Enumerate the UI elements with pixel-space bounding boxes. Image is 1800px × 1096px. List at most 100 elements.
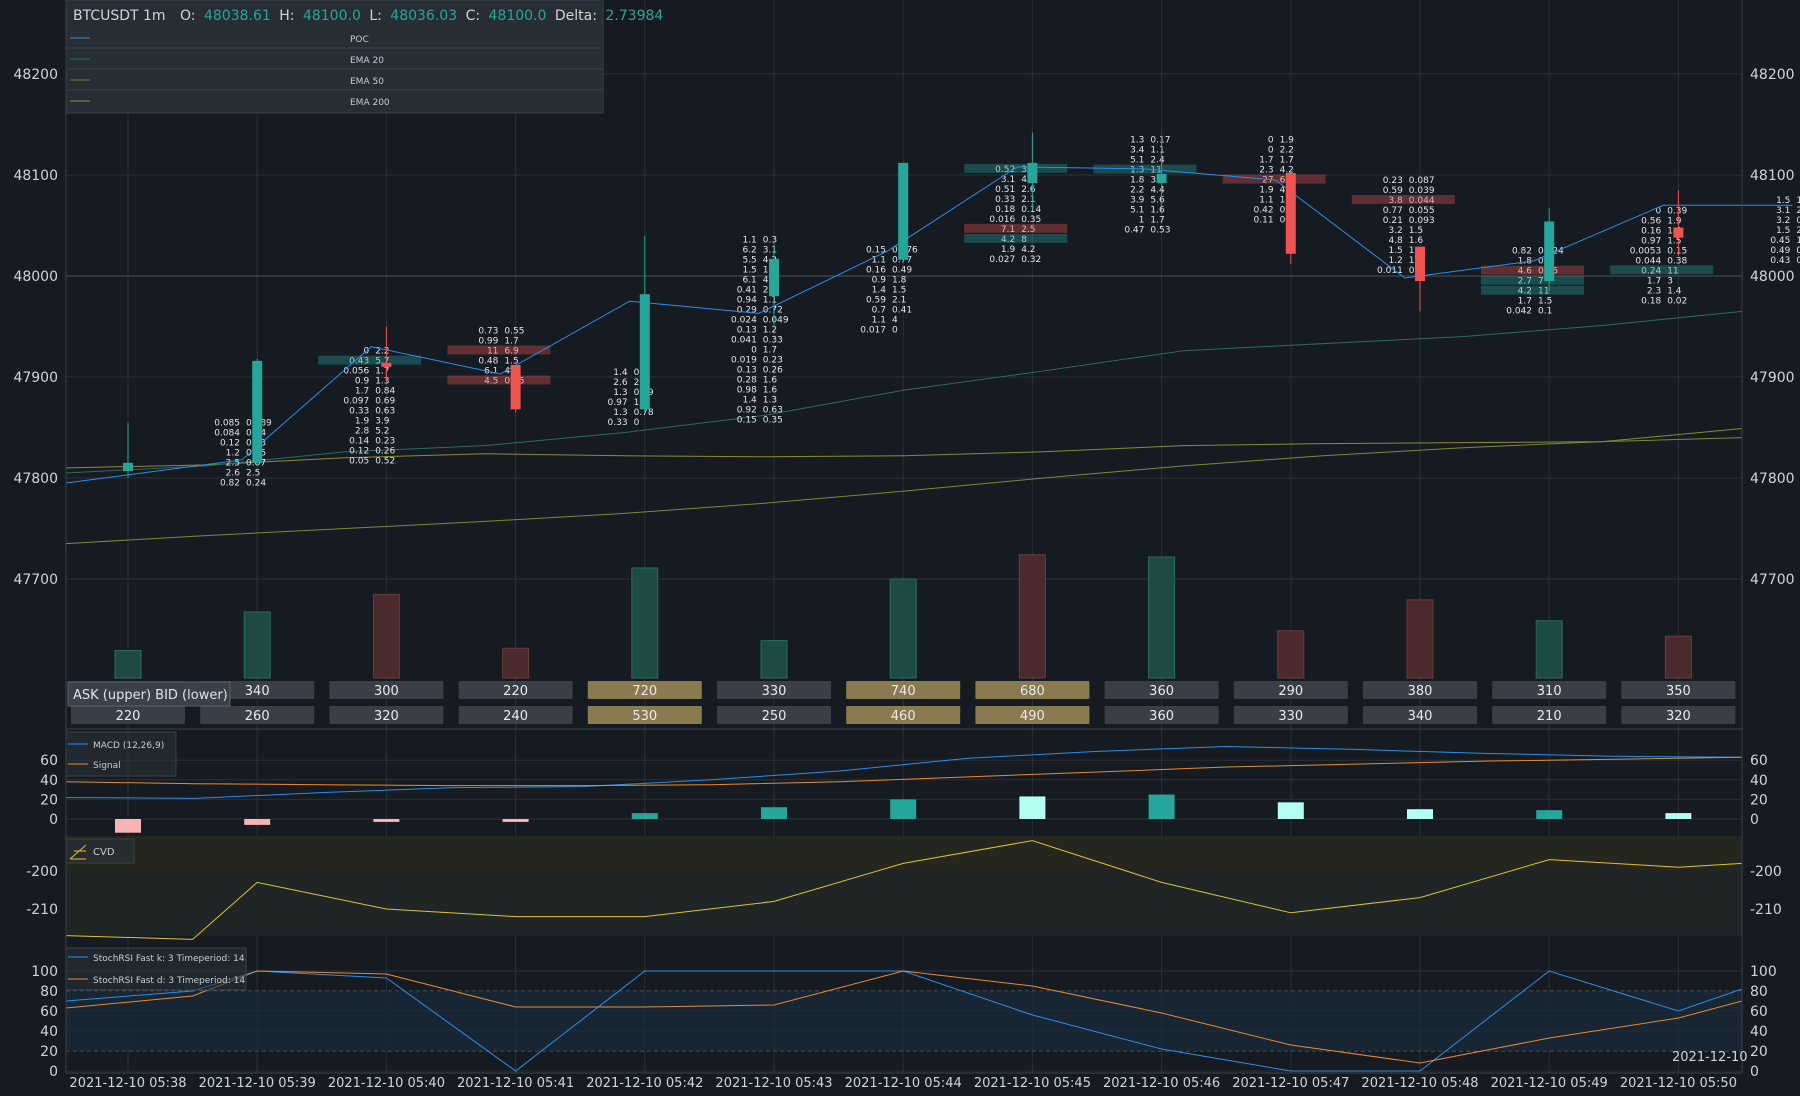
candle-body bbox=[381, 362, 392, 367]
footprint-bid: 0.49 bbox=[1770, 246, 1790, 256]
cvd-pane[interactable] bbox=[65, 836, 1743, 940]
footprint-ask: 1.1 bbox=[1796, 236, 1800, 246]
macd-histogram-bar bbox=[1407, 809, 1433, 819]
footprint-ask: 2.2 bbox=[1280, 146, 1294, 156]
footprint-ask: 0.26 bbox=[763, 366, 783, 376]
ask-box bbox=[1104, 681, 1219, 699]
footprint-ask: 1.5 bbox=[1538, 297, 1552, 307]
time-tick: 2021-12-10 05:50 bbox=[1620, 1076, 1737, 1091]
stoch-legend-box bbox=[65, 947, 247, 991]
volume-bar bbox=[502, 647, 530, 679]
footprint-bid: 0.43 bbox=[349, 357, 369, 367]
footprint-ask: 3.9 bbox=[375, 417, 390, 427]
footprint-bid: 0.97 bbox=[608, 398, 628, 408]
footprint-ask: 0.35 bbox=[1021, 215, 1041, 225]
footprint-ask: 1.5 bbox=[504, 356, 518, 366]
cvd-icon bbox=[69, 844, 87, 860]
macd-legend-label: MACD (12,26,9) bbox=[93, 741, 164, 751]
time-tick: 2021-12-10 05:43 bbox=[715, 1076, 832, 1091]
footprint-bid: 0.044 bbox=[1635, 256, 1661, 266]
ask-value: 220 bbox=[503, 684, 528, 699]
footprint-bid: 0.7 bbox=[872, 306, 886, 316]
footprint-ask: 11 bbox=[1538, 287, 1549, 297]
bid-box bbox=[587, 706, 702, 724]
price-tick-right: 48100 bbox=[1750, 168, 1795, 184]
delta-label: Delta: bbox=[555, 8, 597, 24]
ema50-line bbox=[65, 428, 1743, 469]
footprint-bid: 11 bbox=[487, 346, 498, 356]
bid-value: 210 bbox=[1537, 709, 1562, 724]
cvd-band bbox=[66, 836, 1742, 870]
footprint-ask: 11 bbox=[1150, 166, 1161, 176]
price-tick-left: 47700 bbox=[13, 572, 58, 588]
footprint-bid: 3.1 bbox=[1776, 206, 1790, 216]
footprint-bid: 0.019 bbox=[731, 356, 757, 366]
footprint-bid: 1.3 bbox=[613, 388, 627, 398]
footprint-ask: 0.71 bbox=[1796, 216, 1800, 226]
macd-histogram-bar bbox=[1148, 794, 1175, 819]
signal-legend-label: Signal bbox=[93, 761, 121, 771]
bid-value: 340 bbox=[1408, 709, 1433, 724]
bid-box bbox=[1492, 706, 1607, 724]
footprint-bid: 0.92 bbox=[737, 406, 757, 416]
ask-value: 740 bbox=[891, 684, 916, 699]
macd-pane[interactable] bbox=[65, 745, 1743, 833]
footprint-ask: 11 bbox=[1667, 266, 1678, 276]
footprint-bid: 0.14 bbox=[349, 437, 369, 447]
footprint-bid: 5.1 bbox=[1130, 206, 1144, 216]
bid-box bbox=[717, 706, 831, 724]
ask-box bbox=[846, 681, 961, 699]
footprint-highlight bbox=[1610, 265, 1714, 275]
footprint-ask: 1.9 bbox=[1280, 136, 1295, 146]
time-tick: 2021-12-10 05:40 bbox=[328, 1076, 445, 1091]
footprint-bid: 0.12 bbox=[349, 447, 369, 457]
bid-value: 530 bbox=[632, 709, 657, 724]
footprint-bid: 6.1 bbox=[742, 276, 756, 286]
footprint-ask: 0.087 bbox=[1409, 176, 1435, 186]
footprint-ask: 0.24 bbox=[246, 478, 266, 488]
footprint-bid: 3.2 bbox=[1388, 226, 1402, 236]
footprint-bid: 0 bbox=[751, 346, 757, 356]
stochrsi-pane[interactable] bbox=[65, 970, 1743, 1072]
footprint-ask: 0.26 bbox=[375, 447, 395, 457]
footprint-bid: 0.23 bbox=[1383, 176, 1403, 186]
footprint-ask: 0.46 bbox=[1796, 256, 1800, 266]
footprint-ask: 1.4 bbox=[1796, 196, 1800, 206]
footprint-ask: 4.4 bbox=[1150, 186, 1165, 196]
price-tick-right: 48000 bbox=[1750, 269, 1795, 285]
footprint-bid: 2.2 bbox=[1130, 186, 1144, 196]
open-label: O: bbox=[180, 8, 196, 24]
footprint-bid: 0.13 bbox=[737, 366, 757, 376]
cvd-line bbox=[65, 840, 1743, 940]
footprint-bid: 1.9 bbox=[1259, 186, 1274, 196]
footprint-bid: 7.1 bbox=[1001, 225, 1015, 235]
footprint-bid: 1.9 bbox=[355, 417, 370, 427]
footprint-ask: 2.2 bbox=[375, 347, 389, 357]
candle-body bbox=[1673, 227, 1684, 238]
macd-histogram-bar bbox=[1019, 796, 1046, 819]
footprint-ask: 0.72 bbox=[763, 306, 783, 316]
bid-box bbox=[71, 706, 185, 724]
footprint-bid: 1.3 bbox=[1130, 166, 1144, 176]
footprint-bid: 1.1 bbox=[1259, 196, 1273, 206]
ask-value: 290 bbox=[1278, 684, 1303, 699]
bid-value: 320 bbox=[374, 709, 399, 724]
footprint-ask: 0.63 bbox=[375, 407, 395, 417]
macd-tick-right: 0 bbox=[1750, 812, 1759, 828]
footprint-bid: 2.8 bbox=[355, 427, 370, 437]
footprint-bid: 6.1 bbox=[484, 366, 498, 376]
footprint-ask: 0.1 bbox=[1538, 307, 1552, 317]
footprint-ask: 1.5 bbox=[1667, 236, 1681, 246]
stoch-tick-left: 100 bbox=[31, 964, 58, 980]
volume-bar bbox=[1148, 556, 1176, 679]
footprint-ask: 0.02 bbox=[1667, 296, 1687, 306]
candle-body bbox=[769, 258, 779, 297]
footprint-bid: 0.42 bbox=[1254, 206, 1274, 216]
stoch-tick-left: 0 bbox=[49, 1064, 58, 1080]
footprint-bid: 0.24 bbox=[1641, 266, 1661, 276]
macd-histogram-bar bbox=[115, 819, 141, 833]
ask-value: 380 bbox=[1408, 684, 1433, 699]
legend-panel: BTCUSDT 1m O: 48038.61 H: 48100.0 L: 480… bbox=[65, 0, 663, 114]
